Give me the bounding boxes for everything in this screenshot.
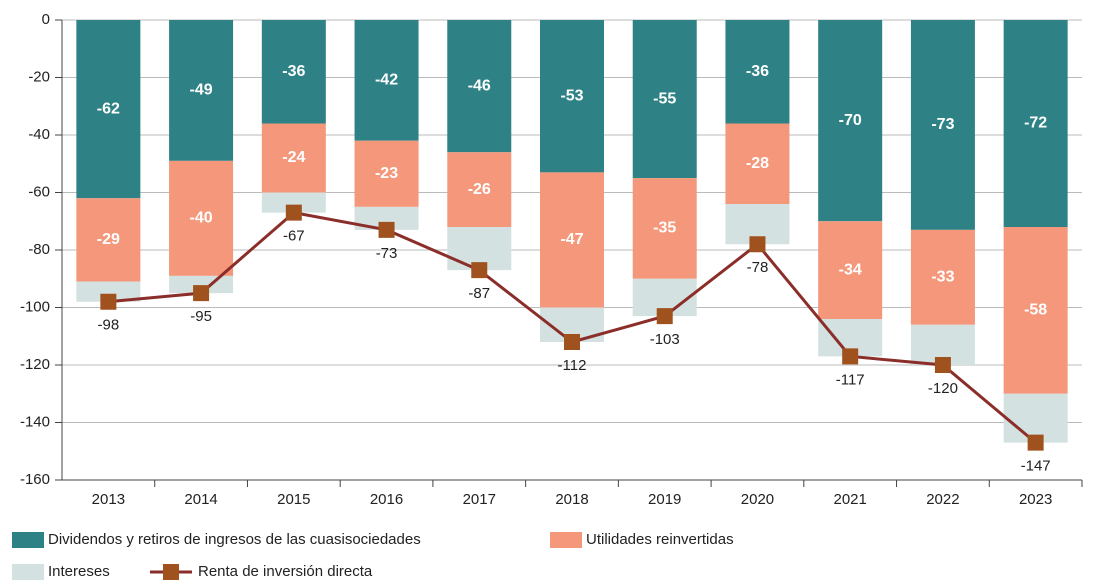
y-tick-label: -120 xyxy=(20,356,50,373)
bar-value-label: -58 xyxy=(1024,302,1047,319)
x-tick-label: 2020 xyxy=(741,491,774,508)
bar-segment xyxy=(1003,393,1068,443)
bar-value-label: -33 xyxy=(931,269,954,286)
legend-label: Utilidades reinvertidas xyxy=(586,531,734,548)
legend-label: Dividendos y retiros de ingresos de las … xyxy=(48,531,421,548)
bar-value-label: -47 xyxy=(560,231,583,248)
bar-value-label: -28 xyxy=(746,155,769,172)
line-value-label: -67 xyxy=(283,228,305,245)
bar-segment xyxy=(447,20,512,153)
x-tick-label: 2013 xyxy=(92,491,125,508)
bar-segment xyxy=(1003,227,1068,394)
bar-value-label: -34 xyxy=(839,261,862,278)
y-tick-label: -80 xyxy=(28,241,50,258)
bar-value-label: -55 xyxy=(653,90,676,107)
bar-segment xyxy=(261,123,326,193)
legend-swatch xyxy=(12,532,44,548)
bar-segment xyxy=(632,20,697,179)
bar-value-label: -73 xyxy=(931,116,954,133)
y-tick-label: -100 xyxy=(20,298,50,315)
line-value-label: -117 xyxy=(836,371,865,388)
line-value-label: -73 xyxy=(376,245,398,262)
bar-segment xyxy=(354,140,419,207)
line-marker xyxy=(1027,434,1044,451)
line-value-label: -78 xyxy=(747,259,769,276)
legend-swatch xyxy=(550,532,582,548)
bar-segment xyxy=(169,160,234,276)
x-tick-label: 2017 xyxy=(463,491,496,508)
bar-segment xyxy=(818,221,883,319)
legend-label: Renta de inversión directa xyxy=(198,563,373,580)
x-tick-label: 2022 xyxy=(926,491,959,508)
bar-value-label: -36 xyxy=(282,63,305,80)
bar-value-label: -36 xyxy=(746,63,769,80)
bar-segment xyxy=(261,192,326,213)
bar-value-label: -62 xyxy=(97,100,120,117)
bar-value-label: -70 xyxy=(839,112,862,129)
bar-value-label: -24 xyxy=(282,149,305,166)
bar-segment xyxy=(76,281,141,302)
line-value-label: -95 xyxy=(190,308,212,325)
line-value-label: -103 xyxy=(650,331,680,348)
bar-value-label: -46 xyxy=(468,77,491,94)
bar-segment xyxy=(725,20,790,124)
bar-segment xyxy=(447,152,512,227)
bar-segment xyxy=(1003,20,1068,227)
y-tick-label: -140 xyxy=(20,413,50,430)
bar-value-label: -26 xyxy=(468,181,491,198)
line-value-label: -147 xyxy=(1021,458,1051,475)
line-value-label: -112 xyxy=(558,357,587,374)
line-marker xyxy=(285,204,302,221)
bar-segment xyxy=(169,20,234,161)
line-value-label: -120 xyxy=(928,380,958,397)
x-tick-label: 2023 xyxy=(1019,491,1052,508)
bar-segment xyxy=(910,229,975,325)
bar-value-label: -49 xyxy=(190,82,213,99)
bar-segment xyxy=(76,20,141,199)
line-marker xyxy=(842,348,859,365)
bar-segment xyxy=(910,20,975,230)
bar-value-label: -40 xyxy=(190,210,213,227)
bar-segment xyxy=(540,20,604,173)
bar-segment xyxy=(540,172,604,308)
line-value-label: -87 xyxy=(468,285,490,302)
x-tick-label: 2019 xyxy=(648,491,681,508)
y-tick-label: -160 xyxy=(20,471,50,488)
bar-segment xyxy=(818,20,883,222)
x-tick-label: 2016 xyxy=(370,491,403,508)
x-tick-label: 2014 xyxy=(184,491,217,508)
line-marker xyxy=(934,357,951,373)
y-tick-label: -20 xyxy=(28,68,50,85)
bar-segment xyxy=(354,206,419,230)
bar-value-label: -29 xyxy=(97,231,120,248)
bar-segment xyxy=(354,20,419,141)
x-tick-label: 2018 xyxy=(555,491,588,508)
bar-value-label: -53 xyxy=(560,87,583,104)
line-marker xyxy=(193,285,210,302)
line-marker xyxy=(564,334,580,350)
line-value-label: -98 xyxy=(98,317,120,334)
bar-value-label: -72 xyxy=(1024,115,1047,132)
y-tick-label: 0 xyxy=(42,11,50,28)
line-marker xyxy=(656,308,673,325)
bar-segment xyxy=(632,178,697,279)
legend-swatch xyxy=(163,564,179,580)
legend-swatch xyxy=(12,564,44,580)
bar-value-label: -23 xyxy=(375,165,398,182)
bar-value-label: -42 xyxy=(375,72,398,89)
x-tick-label: 2021 xyxy=(833,491,866,508)
line-marker xyxy=(100,293,117,310)
y-tick-label: -60 xyxy=(28,183,50,200)
bar-segment xyxy=(725,123,790,204)
bar-segment xyxy=(261,20,326,124)
bar-value-label: -35 xyxy=(653,220,676,237)
line-marker xyxy=(749,236,766,253)
x-tick-label: 2015 xyxy=(277,491,310,508)
bar-segment xyxy=(76,198,141,282)
line-marker xyxy=(471,262,488,279)
legend-label: Intereses xyxy=(48,563,110,580)
line-marker xyxy=(378,221,395,238)
y-tick-label: -40 xyxy=(28,126,50,143)
